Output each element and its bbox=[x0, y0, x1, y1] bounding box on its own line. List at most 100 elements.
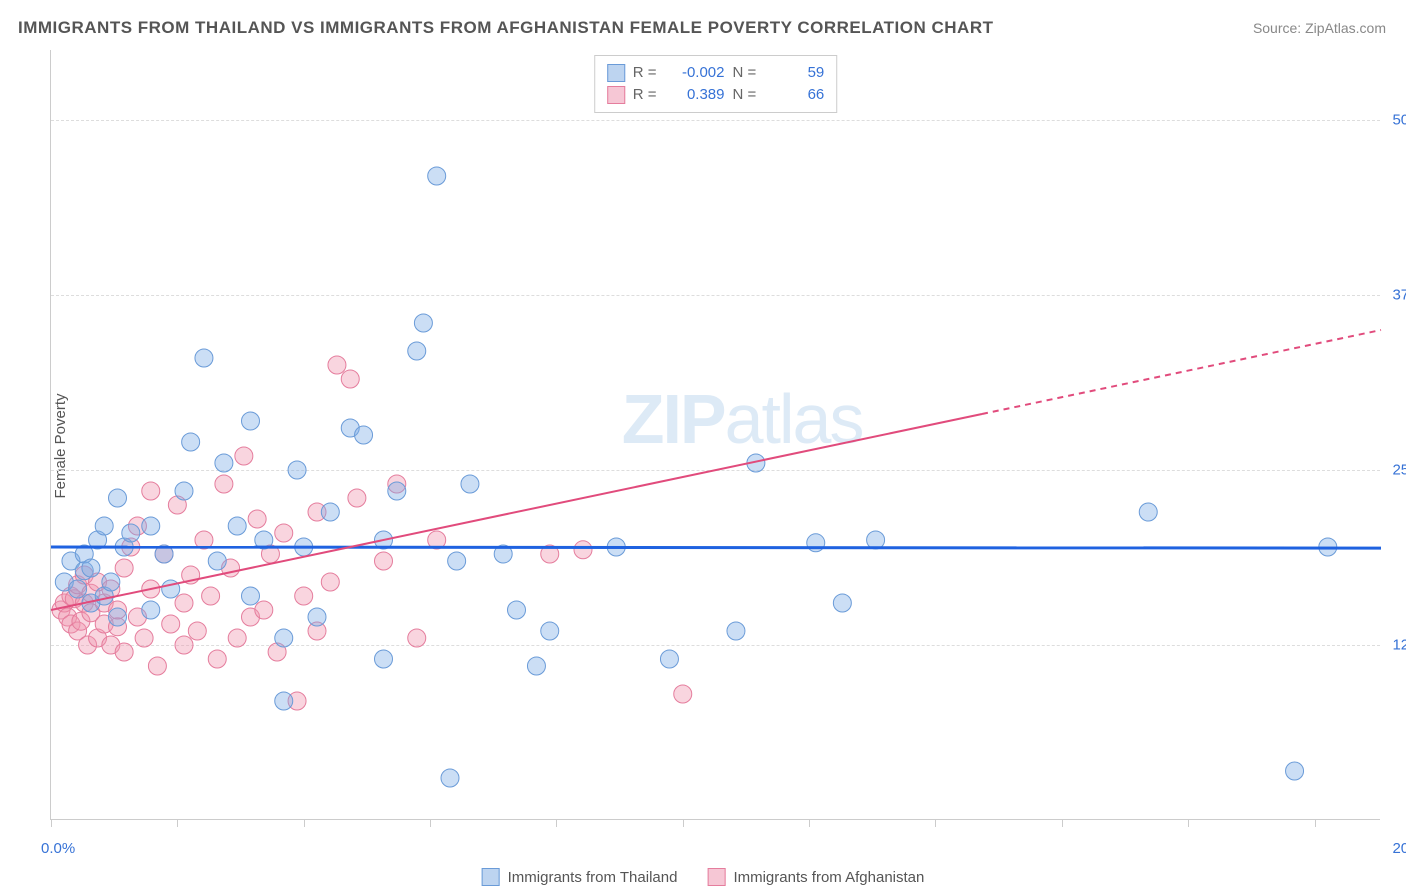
data-point bbox=[228, 517, 246, 535]
y-tick-label: 37.5% bbox=[1392, 287, 1406, 304]
data-point bbox=[448, 552, 466, 570]
data-point bbox=[295, 587, 313, 605]
data-point bbox=[355, 426, 373, 444]
data-point bbox=[674, 685, 692, 703]
plot-area: 12.5%25.0%37.5%50.0% 0.0% 20.0% ZIPatlas… bbox=[50, 50, 1380, 820]
data-point bbox=[122, 524, 140, 542]
data-point bbox=[1139, 503, 1157, 521]
data-point bbox=[275, 629, 293, 647]
r-value-thailand: -0.002 bbox=[665, 62, 725, 84]
data-point bbox=[574, 541, 592, 559]
x-tick-max: 20.0% bbox=[1392, 840, 1406, 857]
data-point bbox=[142, 482, 160, 500]
y-tick-label: 25.0% bbox=[1392, 462, 1406, 479]
swatch-thailand-icon bbox=[482, 868, 500, 886]
legend-row-thailand: R = -0.002 N = 59 bbox=[607, 62, 825, 84]
data-point bbox=[109, 608, 127, 626]
r-label: R = bbox=[633, 84, 657, 106]
data-point bbox=[235, 447, 253, 465]
data-point bbox=[441, 769, 459, 787]
trendline bbox=[51, 547, 1381, 548]
legend-item-afghanistan: Immigrants from Afghanistan bbox=[707, 868, 924, 886]
data-point bbox=[833, 594, 851, 612]
data-point bbox=[388, 482, 406, 500]
data-point bbox=[375, 552, 393, 570]
data-point bbox=[208, 650, 226, 668]
data-point bbox=[242, 412, 260, 430]
data-point bbox=[148, 657, 166, 675]
x-tick bbox=[1315, 819, 1316, 827]
n-label: N = bbox=[733, 84, 757, 106]
data-point bbox=[1286, 762, 1304, 780]
scatter-svg bbox=[51, 50, 1380, 819]
swatch-afghanistan bbox=[607, 86, 625, 104]
data-point bbox=[195, 349, 213, 367]
data-point bbox=[175, 594, 193, 612]
x-tick bbox=[809, 819, 810, 827]
y-tick-label: 50.0% bbox=[1392, 112, 1406, 129]
data-point bbox=[414, 314, 432, 332]
data-point bbox=[142, 517, 160, 535]
x-tick bbox=[556, 819, 557, 827]
data-point bbox=[308, 608, 326, 626]
legend-series: Immigrants from Thailand Immigrants from… bbox=[482, 868, 925, 886]
swatch-afghanistan-icon bbox=[707, 868, 725, 886]
data-point bbox=[109, 489, 127, 507]
data-point bbox=[541, 622, 559, 640]
data-point bbox=[348, 489, 366, 507]
data-point bbox=[328, 356, 346, 374]
data-point bbox=[660, 650, 678, 668]
data-point bbox=[242, 587, 260, 605]
data-point bbox=[175, 636, 193, 654]
data-point bbox=[188, 622, 206, 640]
data-point bbox=[115, 643, 133, 661]
data-point bbox=[321, 503, 339, 521]
data-point bbox=[215, 454, 233, 472]
x-tick bbox=[1188, 819, 1189, 827]
data-point bbox=[175, 482, 193, 500]
data-point bbox=[95, 517, 113, 535]
data-point bbox=[341, 370, 359, 388]
trendline-extrapolated bbox=[982, 330, 1381, 414]
n-value-afghanistan: 66 bbox=[764, 84, 824, 106]
r-value-afghanistan: 0.389 bbox=[665, 84, 725, 106]
data-point bbox=[275, 524, 293, 542]
x-tick bbox=[177, 819, 178, 827]
legend-label-afghanistan: Immigrants from Afghanistan bbox=[733, 869, 924, 886]
n-value-thailand: 59 bbox=[764, 62, 824, 84]
swatch-thailand bbox=[607, 64, 625, 82]
data-point bbox=[527, 657, 545, 675]
data-point bbox=[202, 587, 220, 605]
r-label: R = bbox=[633, 62, 657, 84]
legend-label-thailand: Immigrants from Thailand bbox=[508, 869, 678, 886]
legend-item-thailand: Immigrants from Thailand bbox=[482, 868, 678, 886]
data-point bbox=[428, 167, 446, 185]
chart-title: IMMIGRANTS FROM THAILAND VS IMMIGRANTS F… bbox=[18, 18, 994, 38]
x-tick bbox=[51, 819, 52, 827]
x-tick bbox=[1062, 819, 1063, 827]
data-point bbox=[115, 559, 133, 577]
legend-row-afghanistan: R = 0.389 N = 66 bbox=[607, 84, 825, 106]
source-value: ZipAtlas.com bbox=[1305, 20, 1386, 36]
data-point bbox=[727, 622, 745, 640]
x-tick bbox=[935, 819, 936, 827]
data-point bbox=[255, 601, 273, 619]
data-point bbox=[508, 601, 526, 619]
data-point bbox=[461, 475, 479, 493]
source-label: Source: bbox=[1253, 20, 1305, 36]
data-point bbox=[248, 510, 266, 528]
x-tick bbox=[683, 819, 684, 827]
n-label: N = bbox=[733, 62, 757, 84]
data-point bbox=[375, 650, 393, 668]
y-tick-label: 12.5% bbox=[1392, 637, 1406, 654]
data-point bbox=[228, 629, 246, 647]
data-point bbox=[135, 629, 153, 647]
legend-correlation: R = -0.002 N = 59 R = 0.389 N = 66 bbox=[594, 55, 838, 113]
data-point bbox=[321, 573, 339, 591]
x-tick bbox=[304, 819, 305, 827]
x-tick bbox=[430, 819, 431, 827]
data-point bbox=[182, 433, 200, 451]
data-point bbox=[162, 615, 180, 633]
data-point bbox=[102, 573, 120, 591]
data-point bbox=[69, 580, 87, 598]
